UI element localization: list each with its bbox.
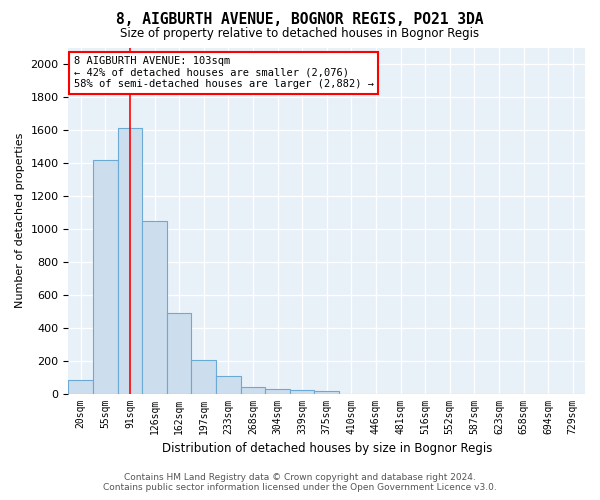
Bar — [216, 376, 241, 394]
Bar — [241, 387, 265, 394]
Bar — [68, 380, 93, 394]
Text: 8 AIGBURTH AVENUE: 103sqm
← 42% of detached houses are smaller (2,076)
58% of se: 8 AIGBURTH AVENUE: 103sqm ← 42% of detac… — [74, 56, 374, 90]
Text: Contains HM Land Registry data © Crown copyright and database right 2024.
Contai: Contains HM Land Registry data © Crown c… — [103, 473, 497, 492]
Bar — [142, 220, 167, 394]
Bar — [290, 390, 314, 394]
X-axis label: Distribution of detached houses by size in Bognor Regis: Distribution of detached houses by size … — [161, 442, 492, 455]
Bar — [118, 128, 142, 394]
Y-axis label: Number of detached properties: Number of detached properties — [15, 133, 25, 308]
Bar — [93, 160, 118, 394]
Bar — [191, 360, 216, 394]
Text: Size of property relative to detached houses in Bognor Regis: Size of property relative to detached ho… — [121, 28, 479, 40]
Text: 8, AIGBURTH AVENUE, BOGNOR REGIS, PO21 3DA: 8, AIGBURTH AVENUE, BOGNOR REGIS, PO21 3… — [116, 12, 484, 28]
Bar — [265, 390, 290, 394]
Bar — [167, 313, 191, 394]
Bar — [314, 391, 339, 394]
